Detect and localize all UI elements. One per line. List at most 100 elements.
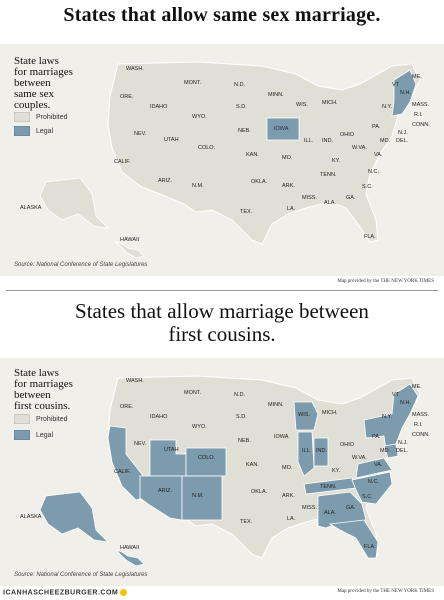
state-label: DEL. <box>396 138 409 144</box>
state-label: TENN. <box>320 484 337 490</box>
state-label: WIS. <box>298 412 310 418</box>
florida-legal <box>328 519 379 559</box>
state-label: OKLA. <box>251 179 268 185</box>
state-label: W.VA. <box>352 145 367 151</box>
state-label: PA. <box>372 434 381 440</box>
panel-1-credit: Map provided by the THE NEW YORK TIMES <box>337 279 434 284</box>
legend-heading-line: couples. <box>14 99 51 111</box>
legend-prohibited: Prohibited <box>14 112 68 122</box>
arizona-legal <box>139 475 183 521</box>
panel-2-title-text: States that allow marriage between first… <box>75 299 369 346</box>
md-nj-legal <box>383 443 399 459</box>
state-label: MINN. <box>268 402 284 408</box>
prohibited-swatch <box>14 112 30 122</box>
state-label: ALA. <box>324 200 336 206</box>
state-label: ORE. <box>120 404 134 410</box>
colorado-legal <box>185 447 227 477</box>
state-label: CALIF. <box>114 469 131 475</box>
legend-heading-line: between <box>14 389 51 401</box>
panel-2-state-labels: WASH. ORE. CALIF. NEV. IDAHO MONT. WYO. … <box>20 378 430 551</box>
state-label: ME. <box>412 74 422 80</box>
state-label: HAWAII <box>120 237 140 243</box>
panel-1-title: States that allow same sex marriage. <box>63 4 381 26</box>
state-label: S.C. <box>362 494 373 500</box>
state-label: KAN. <box>246 152 259 158</box>
state-label: GA. <box>346 505 356 511</box>
state-label: N.C. <box>368 169 379 175</box>
legend-heading-line: for marriages <box>14 66 73 78</box>
state-label: DEL. <box>396 448 409 454</box>
state-label: TEX. <box>240 519 253 525</box>
state-label: ALASKA <box>20 205 42 211</box>
state-label: N.M. <box>192 493 204 499</box>
state-label: ARK. <box>282 183 295 189</box>
panel-2-legend-heading: State laws for marriages between first c… <box>14 368 73 412</box>
legend-legal: Legal <box>14 430 53 440</box>
state-label: MISS. <box>302 505 317 511</box>
panel-1-map: State laws for marriages between same se… <box>0 44 444 276</box>
state-label: HAWAII <box>120 545 140 551</box>
state-label: MO. <box>282 155 293 161</box>
legal-swatch <box>14 430 30 440</box>
panel-2-source: Source: National Conference of State Leg… <box>14 572 148 578</box>
state-label: ARIZ. <box>158 488 173 494</box>
state-label: KY. <box>332 468 341 474</box>
virginia-legal <box>355 457 393 479</box>
wisconsin-legal <box>293 401 319 431</box>
watermark: ICANHASCHEEZBURGER.COM <box>3 589 128 596</box>
state-label: MONT. <box>184 80 202 86</box>
state-label: OKLA. <box>251 489 268 495</box>
state-label: MISS. <box>302 195 317 201</box>
state-label: IOWA <box>274 126 289 132</box>
state-label: N.J. <box>398 130 408 136</box>
state-label: NEV. <box>134 441 147 447</box>
state-label: CONN. <box>412 122 430 128</box>
state-label: MASS. <box>412 412 430 418</box>
state-label: UTAH <box>164 137 179 143</box>
state-label: LA. <box>287 516 296 522</box>
state-label: IDAHO <box>150 104 168 110</box>
state-label: UTAH <box>164 447 179 453</box>
panel-2-credit: Map provided by the THE NEW YORK TIMES <box>337 589 434 594</box>
state-label: IDAHO <box>150 414 168 420</box>
legend-label: Prohibited <box>36 113 68 121</box>
state-label: WASH. <box>126 378 144 384</box>
legend-heading-line: State laws <box>14 55 59 67</box>
state-label: N.M. <box>192 183 204 189</box>
state-label: ARIZ. <box>158 178 173 184</box>
legal-swatch <box>14 126 30 136</box>
hawaii-shape <box>115 241 145 259</box>
illinois-legal <box>297 431 315 477</box>
legend-legal: Legal <box>14 126 53 136</box>
state-label: IOWA <box>274 434 289 440</box>
state-label: N.C. <box>368 479 379 485</box>
state-label: S.D. <box>236 414 247 420</box>
legend-heading-line: between <box>14 77 51 89</box>
legend-heading-line: State laws <box>14 367 59 379</box>
state-label: MINN. <box>268 92 284 98</box>
state-label: KY. <box>332 158 341 164</box>
state-label: WASH. <box>126 66 144 72</box>
state-label: VT <box>392 392 400 398</box>
state-label: IND. <box>316 448 327 454</box>
state-label: R.I. <box>414 422 423 428</box>
legend-label: Prohibited <box>36 415 68 423</box>
state-label: VT <box>392 82 400 88</box>
indiana-legal <box>313 437 329 467</box>
panel-1-source: Source: National Conference of State Leg… <box>14 262 148 268</box>
panel-2-map: State laws for marriages between first c… <box>0 358 444 586</box>
state-label: NEB. <box>238 128 251 134</box>
state-label: COLO. <box>198 455 216 461</box>
state-label: N.J. <box>398 440 408 446</box>
state-label: LA. <box>287 206 296 212</box>
hawaii-legal <box>115 549 145 567</box>
state-label: KAN. <box>246 462 259 468</box>
state-label: N.H. <box>400 400 411 406</box>
state-label: R.I. <box>414 112 423 118</box>
state-label: S.C. <box>362 184 373 190</box>
state-label: ILL. <box>302 448 312 454</box>
divider <box>6 290 438 291</box>
alaska-shape <box>39 177 110 229</box>
alaska-legal <box>39 491 110 543</box>
legend-heading-line: for marriages <box>14 378 73 390</box>
